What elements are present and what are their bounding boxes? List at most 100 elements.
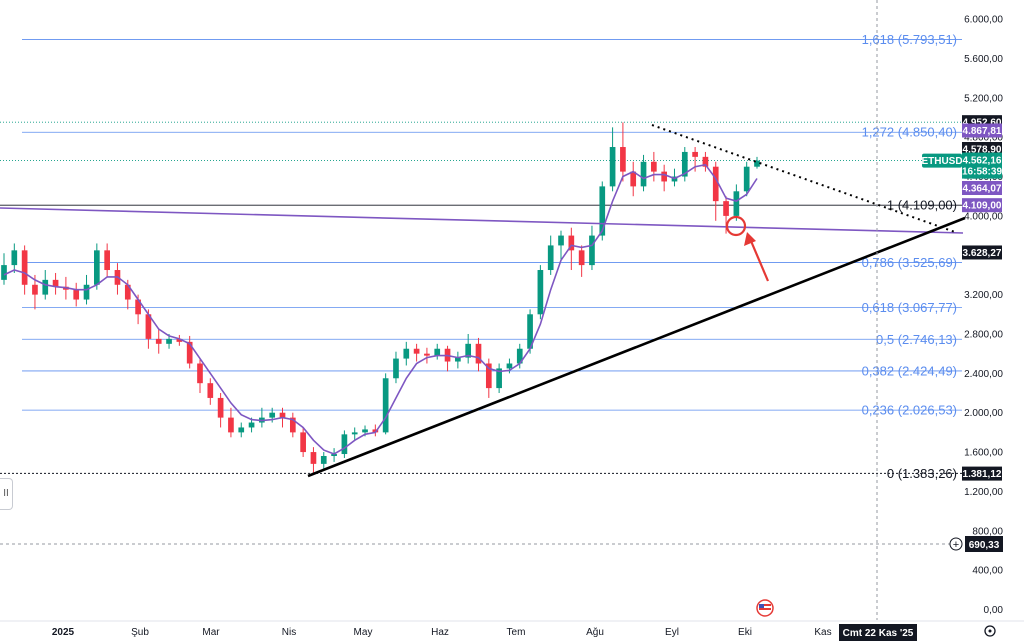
fib-level-label: 1,272 (4.850,40) — [862, 125, 957, 140]
left-toolbar-toggle[interactable]: II — [0, 478, 13, 510]
price-tag-label: 4.578,90 — [963, 145, 1002, 156]
symbol-tag-label: ETHUSD — [921, 156, 962, 167]
price-tag — [962, 123, 1002, 138]
candle-body — [620, 147, 626, 172]
candle-body — [341, 434, 348, 455]
price-tag — [962, 245, 1002, 260]
crosshair-price-label: 690,33 — [969, 540, 1000, 551]
ascending-support-trendline[interactable] — [307, 216, 966, 478]
candle-body — [516, 348, 523, 364]
moving-average-line — [3, 163, 758, 455]
time-axis-label: Mar — [202, 627, 220, 638]
candle-body — [11, 250, 18, 266]
price-axis-tick: 2.800,00 — [964, 329, 1003, 340]
price-tag — [962, 142, 1002, 156]
time-axis-label: Tem — [507, 627, 526, 638]
fib-level-label: 1,618 (5.793,51) — [862, 32, 957, 47]
candle-body — [640, 161, 647, 187]
candle-body — [475, 343, 482, 364]
candle-body — [723, 201, 729, 216]
price-axis-tick: 1.200,00 — [964, 487, 1003, 498]
candle-body — [424, 353, 430, 356]
candle-body — [32, 284, 38, 295]
crosshair-price-tag: + 690,33 — [949, 536, 1003, 552]
settings-gear-icon[interactable] — [984, 625, 996, 637]
candle-body — [589, 235, 595, 266]
drawings[interactable] — [0, 124, 966, 478]
candle-body — [651, 161, 657, 172]
time-axis-label: Kas — [814, 627, 831, 638]
candle-body — [155, 338, 162, 344]
price-axis-tick: 400,00 — [972, 566, 1003, 577]
price-axis-tick: 4.800,00 — [964, 133, 1003, 144]
descending-dotted-trendline[interactable] — [651, 124, 956, 233]
time-axis-label: Nis — [282, 627, 296, 638]
candle-body — [104, 250, 110, 271]
plus-glyph: + — [953, 539, 959, 551]
candle-body — [661, 171, 668, 182]
time-axis-label: Eki — [738, 627, 752, 638]
candle-body — [599, 186, 606, 236]
time-axis[interactable]: 2025 Şub Mar Nis May Haz Tem Ağu Eyl Eki Kas Cmt 22… — [0, 620, 1024, 641]
candle-body — [434, 348, 441, 356]
time-axis-label: 2025 — [52, 627, 75, 638]
arrow-shaft — [749, 240, 770, 282]
candle-body — [289, 417, 296, 433]
time-axis-label: Eyl — [665, 627, 679, 638]
candle-body — [93, 250, 100, 285]
candle-body — [578, 250, 585, 266]
candle-body — [733, 191, 740, 216]
candle-body — [300, 432, 306, 453]
candle-body — [558, 235, 564, 246]
grid-layer — [0, 121, 962, 161]
currency-flag-icon[interactable] — [756, 599, 774, 617]
price-axis-tick: 3.200,00 — [964, 290, 1003, 301]
price-tag-label: 4.364,07 — [963, 184, 1002, 195]
candle-body — [310, 452, 317, 464]
fibonacci-retracement[interactable]: 1,618 (5.793,51) 1,272 (4.850,40) 1 (4.109… — [0, 32, 962, 481]
fib-level-label: 0,786 (3.525,69) — [862, 255, 957, 270]
candle-body — [609, 147, 616, 187]
price-tag-label: 1.381,12 — [963, 469, 1002, 480]
time-axis-label: Ağu — [586, 627, 604, 638]
candle-body — [217, 397, 224, 418]
candle-body — [197, 363, 203, 384]
candle-body — [362, 429, 368, 433]
fib-level-label: 0 (1.383,26) — [887, 466, 957, 481]
candle-body — [506, 363, 513, 369]
candle-body — [1, 265, 7, 280]
fib-level-label: 1 (4.109,00) — [887, 198, 957, 213]
candle-body — [547, 245, 554, 271]
fib-level-label: 0,236 (2.026,53) — [862, 403, 957, 418]
price-axis[interactable]: 6.000,005.600,005.200,004.800,004.400,00… — [964, 15, 1003, 616]
countdown-label: 16:58:39 — [962, 167, 1002, 178]
candle-body — [351, 432, 358, 435]
candle-body — [496, 368, 502, 389]
candle-body — [207, 383, 214, 398]
arrow-head — [744, 232, 756, 246]
current-price-label: 4.562,16 — [963, 156, 1002, 167]
candle-body — [186, 341, 193, 364]
time-axis-label: May — [354, 627, 373, 638]
candle-body — [681, 151, 688, 177]
price-axis-tick: 5.600,00 — [964, 54, 1003, 65]
price-tag-label: 3.628,27 — [963, 248, 1002, 259]
candle-body — [393, 358, 399, 379]
candle-body — [331, 454, 337, 456]
candle-body — [692, 151, 698, 157]
symbol-tag — [922, 153, 962, 168]
price-axis-tick: 2.000,00 — [964, 408, 1003, 419]
add-alert-icon[interactable] — [949, 537, 963, 551]
fib-level-label: 0,618 (3.067,77) — [862, 300, 957, 315]
price-axis-tick: 0,00 — [984, 605, 1004, 616]
purple-trendline[interactable] — [0, 207, 964, 234]
candle-body — [413, 348, 420, 354]
candle-body — [269, 412, 276, 418]
candle-body — [42, 279, 49, 295]
candle-body — [382, 378, 389, 433]
time-axis-label: Şub — [131, 627, 149, 638]
price-axis-tick: 800,00 — [972, 526, 1003, 537]
price-axis-tick: 1.600,00 — [964, 448, 1003, 459]
candle-body — [124, 284, 131, 300]
